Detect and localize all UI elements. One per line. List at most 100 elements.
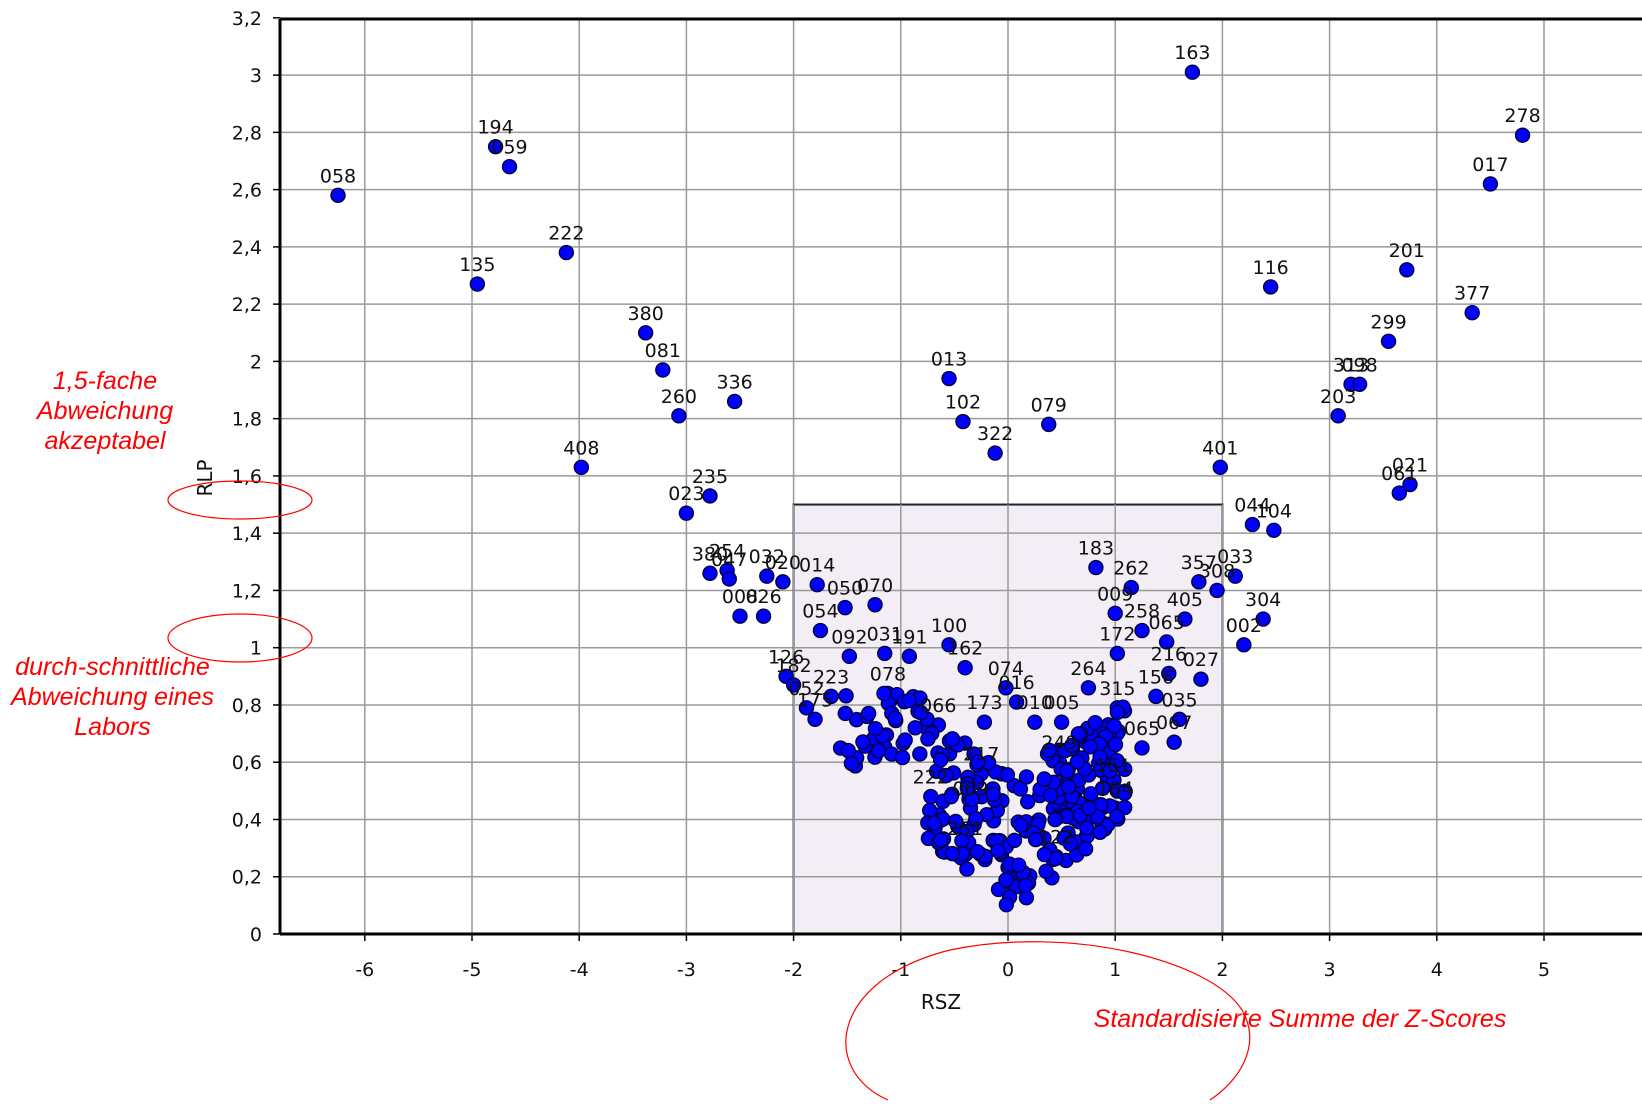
y-tick-label: 1: [250, 638, 262, 660]
data-point: [912, 746, 928, 762]
data-point: [870, 743, 887, 759]
x-tick-label: 4: [1431, 959, 1443, 981]
y-tick-labels: 0 0,2 0,4 0,6 0,8 1 1,2 1,4 1,6 1,8 2 2,2 2,4 2,6 2,8 3…: [232, 8, 262, 946]
data-point-label: 357: [1181, 552, 1217, 574]
data-point-label: 264: [1070, 658, 1106, 680]
data-point-label: 156: [1138, 666, 1174, 688]
data-point: [1027, 714, 1043, 730]
data-point: [944, 845, 961, 862]
data-point-label: 013: [931, 349, 967, 371]
data-point: [721, 571, 737, 587]
data-point: [999, 767, 1016, 783]
data-point: [1116, 785, 1133, 801]
data-point: [330, 187, 346, 204]
data-point: [1036, 846, 1053, 863]
data-point: [968, 811, 984, 827]
data-point: [957, 660, 973, 676]
data-point-label: 054: [802, 601, 838, 623]
data-point: [1148, 688, 1164, 705]
data-point-label: 098: [1341, 354, 1377, 376]
data-point: [1399, 262, 1415, 278]
y-tick-label: 3,2: [232, 8, 262, 30]
data-point-label: 069: [952, 778, 988, 800]
data-point: [998, 896, 1015, 913]
data-point: [1062, 836, 1079, 852]
data-point: [1191, 574, 1207, 590]
data-point-label: 161: [1095, 755, 1131, 777]
data-point-label: 258: [1124, 601, 1160, 623]
data-point: [926, 815, 942, 831]
data-point-label: 313: [1333, 354, 1369, 376]
data-point-label: 135: [459, 254, 495, 276]
data-point: [1082, 739, 1098, 755]
data-point-label: 067: [1156, 712, 1192, 734]
data-point: [1006, 832, 1023, 849]
annotation-xaxis-note: Standardisierte Summe der Z-Scores: [1093, 1005, 1507, 1033]
data-point-label: 380: [628, 303, 664, 325]
y-axis-title: RLP: [193, 459, 217, 496]
data-point-label: 079: [1031, 394, 1067, 416]
y-tick-label: 2,4: [232, 237, 262, 259]
data-point: [837, 599, 853, 616]
data-point-label: 023: [668, 483, 704, 505]
data-point: [1166, 734, 1182, 750]
data-point-label: 061: [1381, 463, 1417, 485]
data-point: [1087, 714, 1103, 731]
data-point: [990, 842, 1006, 859]
data-point: [1158, 634, 1175, 650]
data-point-label: 026: [745, 586, 781, 608]
axes: [273, 17, 1642, 941]
data-point: [1134, 622, 1150, 639]
data-point: [941, 370, 957, 387]
data-point: [1017, 877, 1034, 894]
data-point: [840, 742, 856, 759]
data-point: [1027, 831, 1044, 848]
data-point: [1266, 522, 1282, 539]
data-point: [809, 577, 825, 593]
data-point: [998, 680, 1014, 696]
x-tick-label: -5: [463, 959, 482, 981]
data-point: [944, 731, 961, 747]
data-point: [1109, 808, 1125, 824]
data-point-label: 262: [1113, 558, 1149, 580]
y-tick-label: 2,6: [232, 180, 262, 202]
x-tick-labels: -6 -5 -4 -3 -2 -1 0 1 2 3 4 5: [355, 959, 1550, 981]
data-point-label: 322: [977, 423, 1013, 445]
data-point: [1088, 559, 1104, 576]
data-point-label: 217: [963, 744, 999, 766]
data-point-label: 100: [931, 615, 967, 637]
data-point-label: 047: [711, 549, 747, 571]
data-point: [702, 565, 718, 581]
data-point: [1013, 817, 1029, 833]
x-tick-label: -3: [677, 959, 696, 981]
data-point-label: 336: [717, 371, 753, 393]
data-point: [558, 244, 575, 261]
data-point-label: 002: [1226, 615, 1262, 637]
data-point: [1177, 611, 1193, 627]
data-point-label: 380: [692, 543, 728, 565]
data-point: [812, 622, 829, 639]
annotation-acceptable: 1,5-fache Abweichung akzeptabel: [36, 367, 174, 455]
y-tick-label: 1,8: [232, 409, 262, 431]
data-point: [726, 393, 743, 410]
data-point: [807, 711, 823, 727]
x-tick-label: -2: [784, 959, 803, 981]
data-point-labels: 0581940591352224083800812603362350232543…: [320, 42, 1541, 848]
data-point-label: 059: [491, 137, 527, 159]
data-point: [1092, 749, 1108, 765]
data-point-label: 122: [1038, 827, 1074, 849]
data-point: [1081, 800, 1097, 817]
data-point-label: 081: [645, 340, 681, 362]
data-point-label: 216: [1151, 643, 1187, 665]
data-point: [823, 688, 839, 705]
data-point-label: 058: [320, 165, 356, 187]
annotation-average: durch-schnittliche Abweichung eines Labo…: [11, 653, 214, 741]
data-point: [732, 608, 748, 624]
data-point: [985, 786, 1001, 803]
data-point-label: 014: [799, 555, 835, 577]
data-point: [1482, 176, 1499, 192]
data-point-label: 194: [477, 117, 513, 139]
data-point: [897, 732, 913, 748]
y-tick-label: 0,6: [232, 752, 262, 774]
